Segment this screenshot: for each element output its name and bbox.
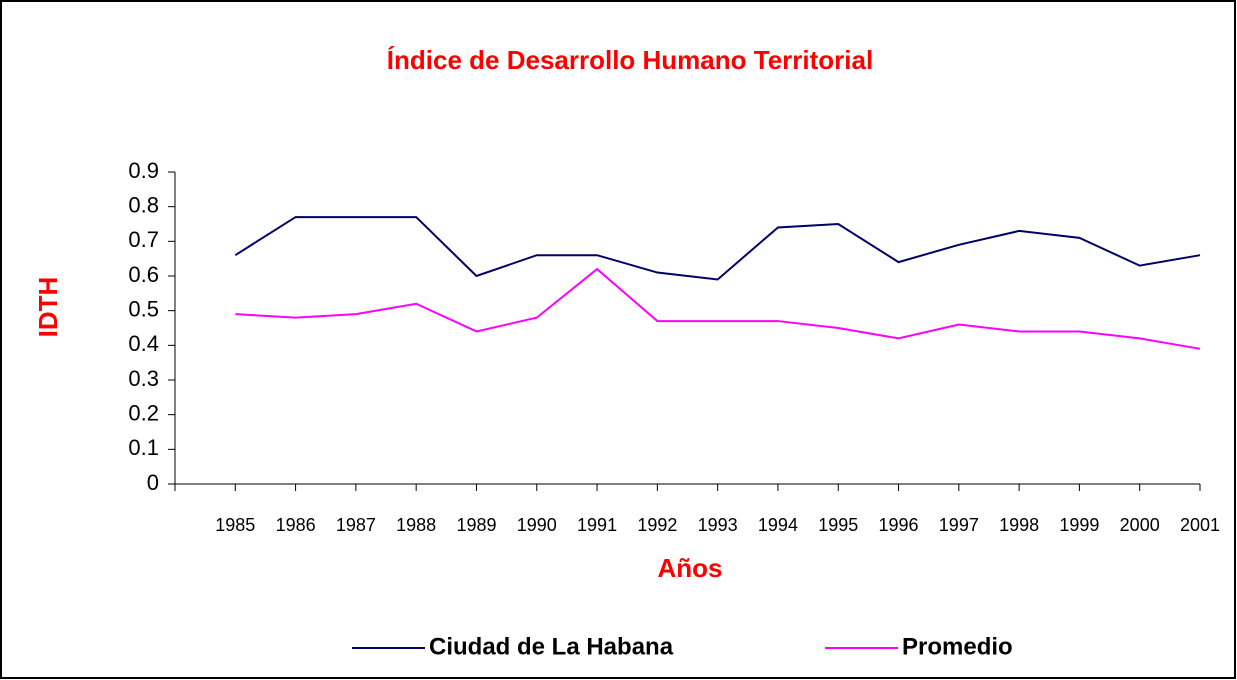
y-tick-label: 0.8 — [128, 192, 159, 217]
y-tick-label: 0.4 — [128, 331, 159, 356]
x-tick-label: 1995 — [818, 515, 858, 535]
x-tick-label: 1993 — [698, 515, 738, 535]
y-tick-label: 0.1 — [128, 435, 159, 460]
x-tick-label: 1999 — [1059, 515, 1099, 535]
x-tick-label: 1989 — [456, 515, 496, 535]
series-line — [234, 216, 1201, 281]
x-tick-label: 2001 — [1180, 515, 1220, 535]
x-tick-label: 1991 — [577, 515, 617, 535]
x-tick-label: 1996 — [879, 515, 919, 535]
x-tick-label: 1990 — [517, 515, 557, 535]
y-tick-label: 0.6 — [128, 262, 159, 287]
x-tick-label: 2000 — [1120, 515, 1160, 535]
y-tick-label: 0.7 — [128, 227, 159, 252]
x-axis-title: Años — [658, 553, 723, 583]
x-tick-label: 1985 — [215, 515, 255, 535]
x-tick-label: 1992 — [637, 515, 677, 535]
x-tick-label: 1987 — [336, 515, 376, 535]
x-tick-label: 1988 — [396, 515, 436, 535]
x-tick-label: 1994 — [758, 515, 798, 535]
y-tick-label: 0.5 — [128, 296, 159, 321]
x-tick-label: 1998 — [999, 515, 1039, 535]
x-tick-label: 1997 — [939, 515, 979, 535]
x-tick-label: 1986 — [276, 515, 316, 535]
y-tick-label: 0.9 — [128, 158, 159, 183]
y-tick-label: 0 — [147, 470, 159, 495]
legend-label: Promedio — [902, 633, 1013, 660]
legend-label: Ciudad de La Habana — [429, 633, 674, 660]
chart-title: Índice de Desarrollo Humano Territorial — [387, 45, 873, 75]
y-tick-label: 0.3 — [128, 366, 159, 391]
y-tick-label: 0.2 — [128, 400, 159, 425]
y-axis-title: IDTH — [33, 277, 63, 338]
series-line — [235, 267, 1201, 350]
